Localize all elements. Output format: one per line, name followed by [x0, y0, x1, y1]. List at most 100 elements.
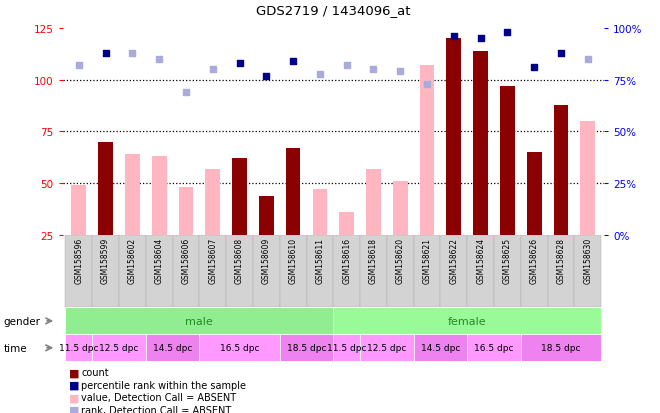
Point — [368, 67, 379, 74]
Bar — [226, 235, 253, 308]
Bar — [467, 235, 494, 308]
Text: time: time — [3, 343, 27, 353]
Bar — [360, 335, 414, 361]
Text: GSM158596: GSM158596 — [75, 237, 83, 284]
Bar — [521, 235, 548, 308]
Point — [395, 69, 405, 76]
Text: GSM158604: GSM158604 — [154, 237, 164, 284]
Bar — [146, 335, 199, 361]
Bar — [179, 188, 193, 235]
Point — [556, 50, 566, 57]
Point — [341, 63, 352, 69]
Text: GSM158608: GSM158608 — [235, 237, 244, 284]
Bar — [339, 213, 354, 235]
Bar — [152, 157, 166, 235]
Bar — [494, 235, 521, 308]
Bar — [98, 142, 113, 235]
Bar — [333, 235, 360, 308]
Text: GSM158624: GSM158624 — [476, 237, 485, 284]
Text: GSM158611: GSM158611 — [315, 237, 325, 283]
Bar — [360, 235, 387, 308]
Text: male: male — [185, 316, 213, 326]
Bar — [527, 153, 542, 235]
Bar — [393, 182, 408, 235]
Bar — [280, 235, 306, 308]
Point — [475, 36, 486, 43]
Bar — [306, 235, 333, 308]
Point — [127, 50, 138, 57]
Bar — [119, 235, 146, 308]
Text: percentile rank within the sample: percentile rank within the sample — [81, 380, 246, 390]
Bar — [500, 87, 515, 235]
Bar — [199, 335, 280, 361]
Text: ■: ■ — [69, 368, 80, 377]
Text: GSM158599: GSM158599 — [101, 237, 110, 284]
Bar — [420, 66, 434, 235]
Point — [288, 59, 298, 65]
Point — [449, 34, 459, 40]
Text: GDS2719 / 1434096_at: GDS2719 / 1434096_at — [256, 4, 411, 17]
Point — [234, 61, 245, 67]
Bar — [146, 235, 172, 308]
Bar — [125, 155, 140, 235]
Bar — [333, 308, 601, 335]
Bar — [259, 196, 274, 235]
Text: value, Detection Call = ABSENT: value, Detection Call = ABSENT — [81, 392, 236, 402]
Point — [154, 57, 164, 63]
Point — [422, 81, 432, 88]
Text: 16.5 dpc: 16.5 dpc — [220, 344, 259, 352]
Point — [181, 90, 191, 96]
Text: 16.5 dpc: 16.5 dpc — [475, 344, 513, 352]
Text: 12.5 dpc: 12.5 dpc — [99, 344, 139, 352]
Text: ■: ■ — [69, 405, 80, 413]
Bar — [232, 159, 247, 235]
Bar — [313, 190, 327, 235]
Bar — [253, 235, 280, 308]
Bar — [554, 105, 568, 235]
Bar — [387, 235, 414, 308]
Point — [315, 71, 325, 78]
Text: GSM158625: GSM158625 — [503, 237, 512, 284]
Bar — [92, 235, 119, 308]
Bar — [574, 235, 601, 308]
Text: GSM158607: GSM158607 — [209, 237, 217, 284]
Text: count: count — [81, 368, 109, 377]
Point — [100, 50, 111, 57]
Text: gender: gender — [3, 316, 40, 326]
Bar — [92, 335, 146, 361]
Bar — [71, 186, 86, 235]
Text: GSM158621: GSM158621 — [422, 237, 432, 283]
Text: GSM158620: GSM158620 — [396, 237, 405, 284]
Text: 11.5 dpc: 11.5 dpc — [59, 344, 98, 352]
Bar — [65, 335, 92, 361]
Point — [583, 57, 593, 63]
Text: GSM158626: GSM158626 — [530, 237, 539, 284]
Text: ■: ■ — [69, 380, 80, 390]
Text: ■: ■ — [69, 392, 80, 402]
Bar — [65, 235, 92, 308]
Bar — [580, 122, 595, 235]
Bar — [414, 335, 467, 361]
Text: GSM158606: GSM158606 — [182, 237, 191, 284]
Bar — [199, 235, 226, 308]
Point — [261, 73, 272, 80]
Text: GSM158630: GSM158630 — [583, 237, 592, 284]
Point — [207, 67, 218, 74]
Point — [502, 30, 513, 36]
Text: 18.5 dpc: 18.5 dpc — [286, 344, 326, 352]
Text: 18.5 dpc: 18.5 dpc — [541, 344, 581, 352]
Bar — [65, 308, 333, 335]
Bar — [205, 169, 220, 235]
Bar — [172, 235, 199, 308]
Text: GSM158610: GSM158610 — [288, 237, 298, 284]
Text: GSM158622: GSM158622 — [449, 237, 458, 283]
Bar — [548, 235, 574, 308]
Text: GSM158602: GSM158602 — [128, 237, 137, 284]
Text: 14.5 dpc: 14.5 dpc — [153, 344, 192, 352]
Text: 12.5 dpc: 12.5 dpc — [367, 344, 407, 352]
Text: 11.5 dpc: 11.5 dpc — [327, 344, 366, 352]
Text: 14.5 dpc: 14.5 dpc — [421, 344, 460, 352]
Text: GSM158616: GSM158616 — [342, 237, 351, 284]
Bar — [366, 169, 381, 235]
Bar — [467, 335, 521, 361]
